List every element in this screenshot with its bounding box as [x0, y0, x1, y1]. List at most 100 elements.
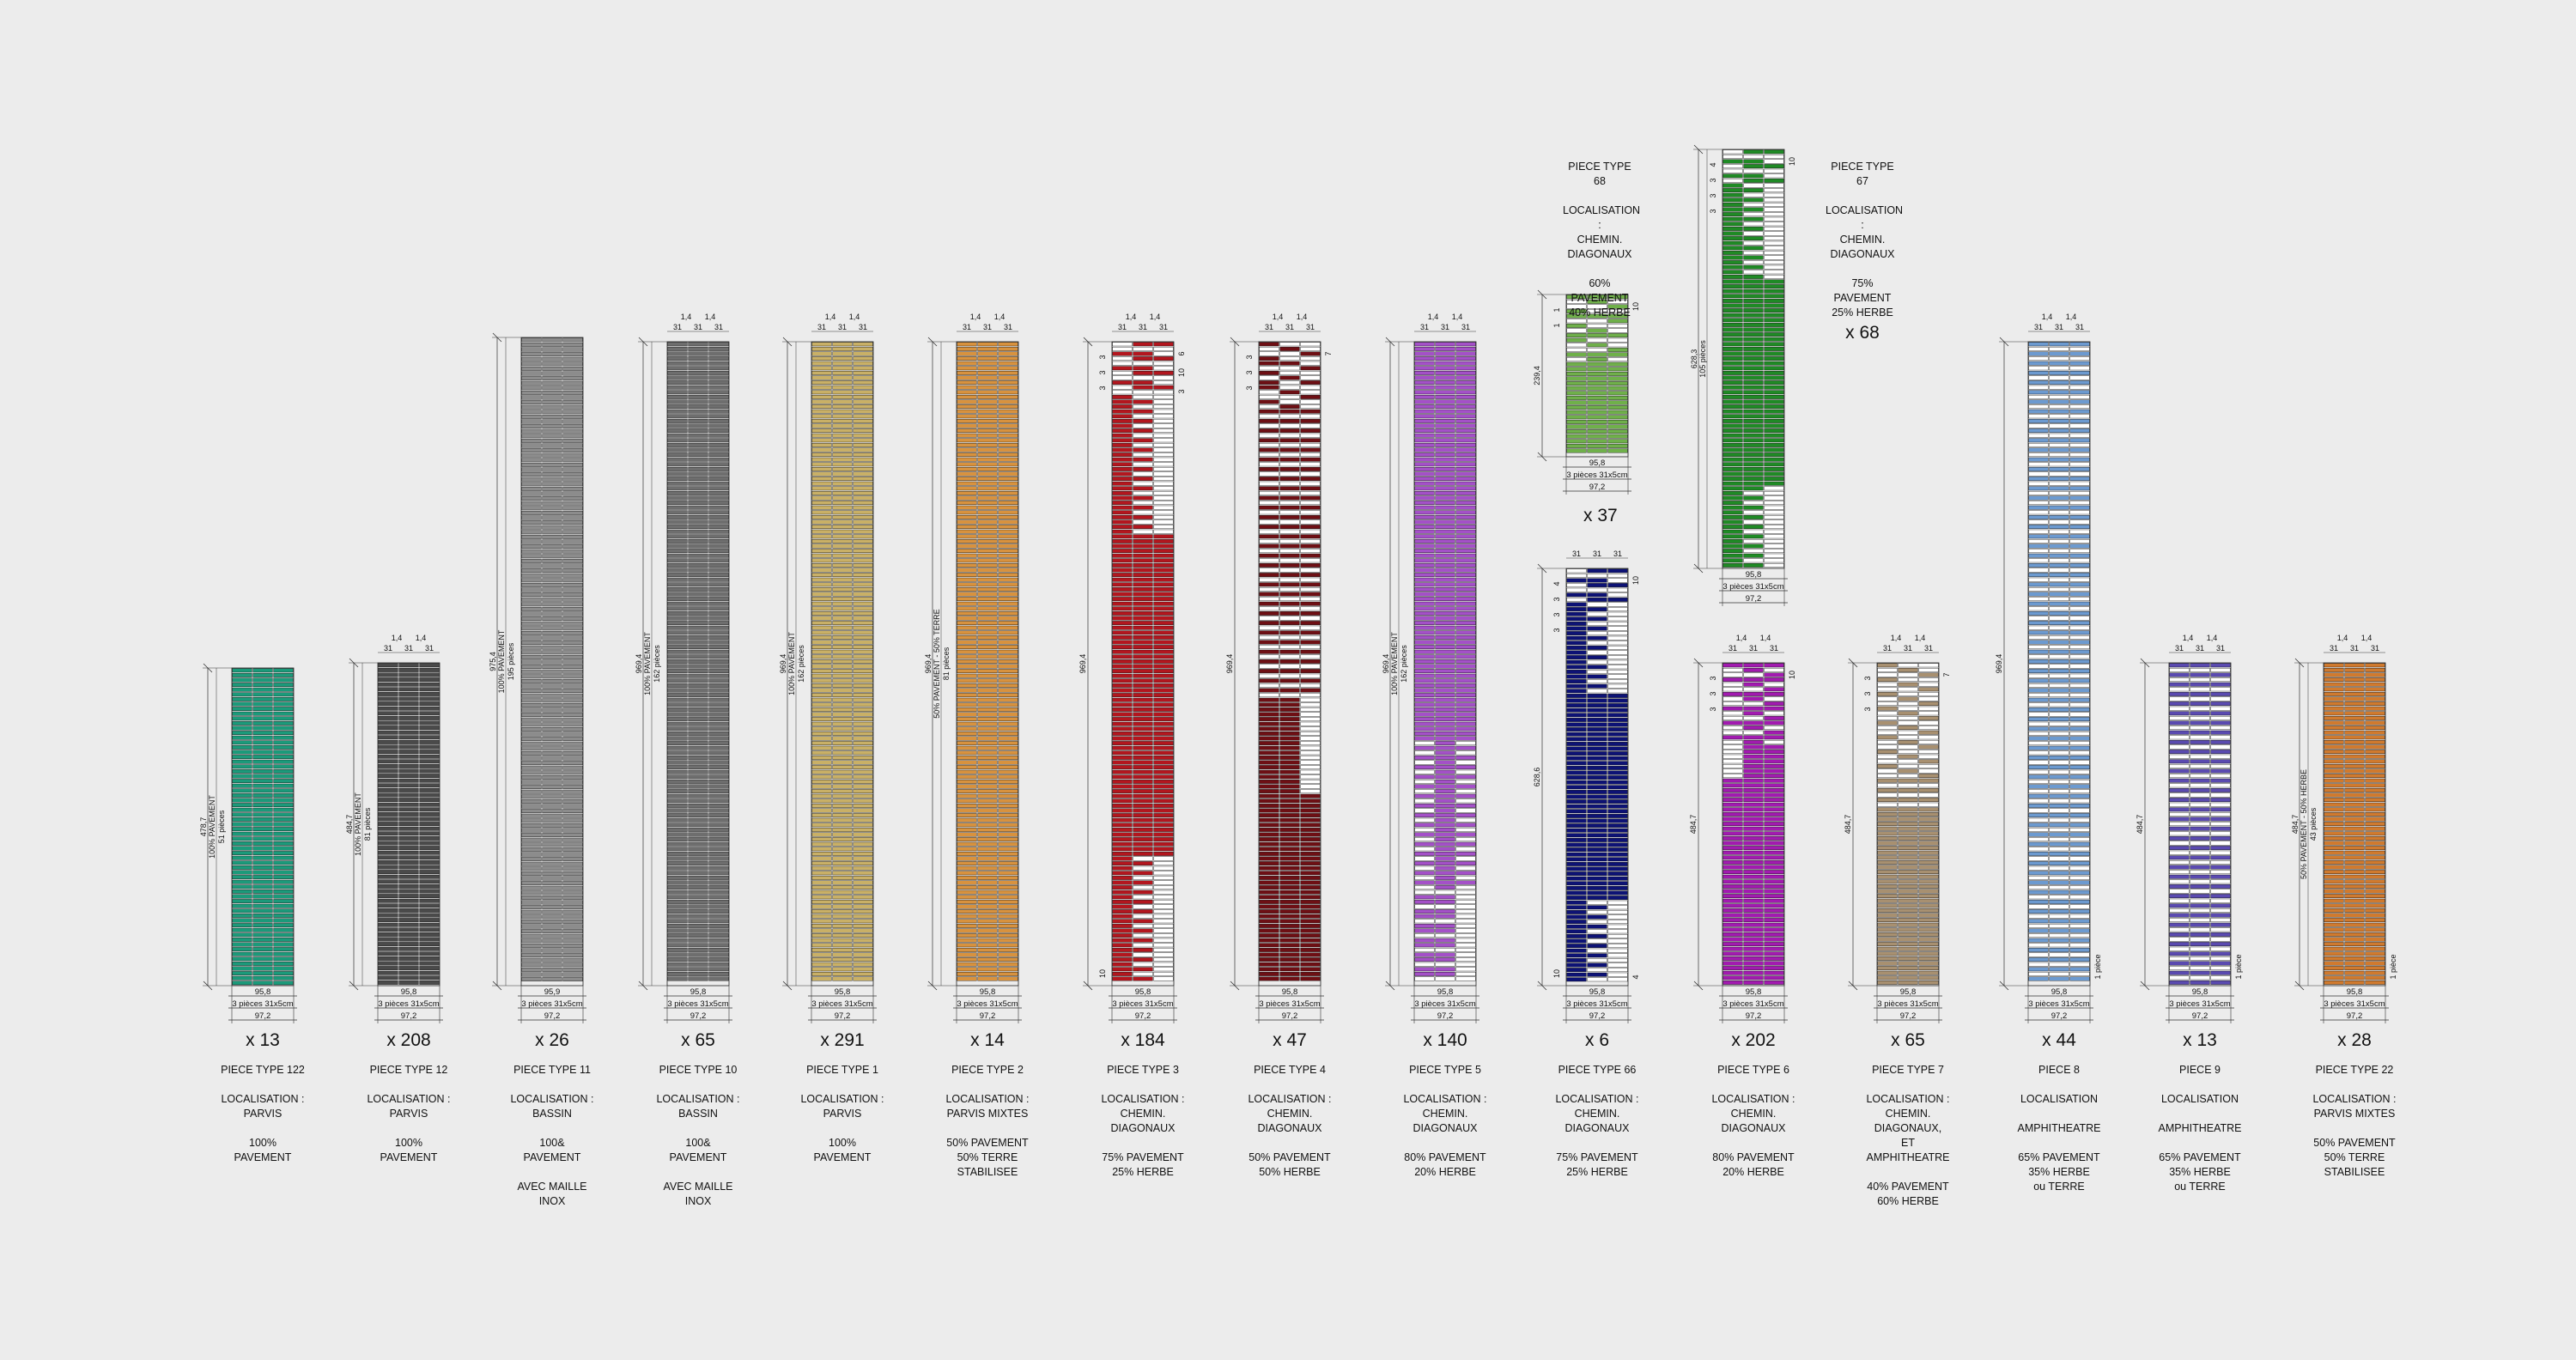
piece-p4-brick — [1300, 856, 1321, 861]
piece-p5-brick — [1414, 640, 1435, 645]
piece-p2-brick — [957, 491, 977, 495]
piece-p11-brick — [521, 953, 542, 958]
piece-p7-brick — [1898, 716, 1918, 720]
piece-p3-brick — [1133, 481, 1153, 486]
piece-p11-brick — [562, 554, 583, 559]
piece-p122-brick — [232, 668, 252, 673]
piece-p6-brick — [1764, 980, 1784, 985]
piece-p5-brick — [1455, 712, 1476, 717]
piece-p3-brick — [1133, 721, 1153, 726]
piece-p9-brick — [2190, 701, 2210, 707]
piece-p4-brick — [1259, 683, 1279, 688]
piece-p66-brick — [1566, 914, 1587, 920]
piece-p10-brick — [708, 525, 729, 530]
piece-p3-brick — [1112, 630, 1133, 635]
piece-p8-brick — [2028, 515, 2049, 519]
piece-p10-brick — [688, 828, 708, 832]
piece-p11-brick — [521, 391, 542, 395]
piece-p12-brick — [398, 836, 419, 841]
piece-p6-brick — [1722, 956, 1743, 961]
piece-p122-brick — [252, 899, 273, 904]
piece-p3-brick — [1112, 505, 1133, 510]
piece-p8-brick — [2069, 712, 2090, 717]
piece-p22-brick — [2344, 768, 2365, 774]
piece-p10-brick — [667, 342, 688, 347]
piece-p66-brick — [1566, 885, 1587, 890]
piece-p8-brick — [2028, 856, 2049, 861]
piece-p11-brick — [521, 583, 542, 587]
piece-p3-brick — [1112, 486, 1133, 491]
piece-p8-brick — [2049, 971, 2069, 976]
piece-p2-brick — [998, 760, 1018, 765]
piece-p11-brick — [562, 635, 583, 641]
piece-p2-brick — [977, 712, 998, 717]
piece-p1-brick — [832, 712, 853, 717]
piece-p9-brick — [2190, 860, 2210, 865]
piece-p8-brick — [2069, 447, 2090, 452]
piece-p67-brick — [1743, 164, 1764, 168]
piece-p10-brick — [688, 611, 708, 616]
piece-p1-brick — [811, 923, 832, 928]
piece-p2-brick — [998, 616, 1018, 621]
piece-p2-brick — [977, 707, 998, 712]
piece-p2-brick — [998, 347, 1018, 351]
piece-p8-brick — [2028, 880, 2049, 885]
piece-p3-brick — [1153, 601, 1174, 606]
piece-p12-brick — [378, 677, 398, 683]
piece-p9-brick — [2169, 778, 2190, 783]
piece-p10-brick — [667, 899, 688, 904]
piece-p7-brick — [1877, 966, 1898, 971]
piece-p2-brick — [977, 659, 998, 664]
piece-p2-brick — [957, 505, 977, 510]
piece-p4-brick — [1279, 852, 1300, 856]
piece-p4-brick — [1259, 789, 1279, 794]
piece-p8-brick — [2028, 592, 2049, 597]
piece-p3-brick — [1153, 823, 1174, 828]
piece-p68-brick — [1566, 352, 1587, 357]
piece-p4-brick — [1259, 351, 1279, 356]
piece-p12-brick — [378, 937, 398, 942]
piece-p67-brick — [1722, 251, 1743, 255]
piece-p22-brick — [2365, 692, 2385, 696]
piece-p10-brick — [688, 635, 708, 640]
piece-p67-brick — [1722, 457, 1743, 462]
piece-p1-brick — [811, 457, 832, 462]
piece-p11-brick — [542, 635, 562, 641]
piece-p22-brick — [2365, 768, 2385, 774]
piece-p66-brick — [1607, 766, 1628, 770]
piece-p22-brick — [2344, 711, 2365, 716]
piece-p4-brick — [1300, 760, 1321, 765]
piece-p10-brick — [667, 519, 688, 525]
piece-p12-brick — [378, 903, 398, 908]
piece-p7-brick — [1918, 764, 1939, 768]
piece-p1-brick — [853, 568, 873, 573]
piece-p2-brick — [957, 563, 977, 568]
piece-p11-brick — [521, 592, 542, 598]
piece-p68-brick — [1607, 386, 1628, 391]
piece-p66-brick — [1566, 732, 1587, 737]
piece-p8-brick — [2049, 621, 2069, 626]
piece-p10-brick — [667, 947, 688, 952]
piece-p5-brick — [1414, 952, 1435, 957]
piece-p4-brick — [1279, 510, 1300, 515]
piece-p4-brick — [1259, 847, 1279, 852]
piece-p1-brick — [853, 351, 873, 356]
piece-p11-brick — [542, 871, 562, 876]
piece-p6-brick — [1722, 836, 1743, 841]
piece-p11-brick — [542, 962, 562, 968]
piece-p67-brick — [1743, 438, 1764, 443]
piece-p7-brick — [1918, 908, 1939, 913]
piece-p67-brick — [1764, 447, 1784, 452]
piece-p10-brick — [708, 760, 729, 765]
piece-p66-brick — [1607, 909, 1628, 914]
piece-p68-brick — [1607, 400, 1628, 405]
piece-p5-brick — [1455, 780, 1476, 784]
piece-p22-brick — [2365, 817, 2385, 822]
piece-p67-brick — [1743, 380, 1764, 385]
piece-p66-brick — [1607, 775, 1628, 780]
piece-p8-brick — [2049, 443, 2069, 447]
piece-p3-brick — [1153, 529, 1174, 534]
piece-p2-brick — [977, 673, 998, 678]
piece-p8-brick — [2069, 452, 2090, 458]
piece-p6-brick — [1764, 975, 1784, 981]
